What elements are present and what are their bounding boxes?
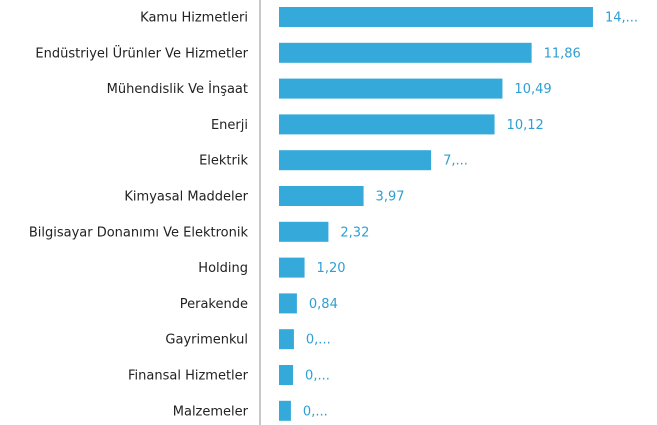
bar xyxy=(279,78,503,99)
bar xyxy=(279,42,532,63)
value-label: 10,49 xyxy=(514,82,551,97)
bar xyxy=(279,400,291,421)
bar xyxy=(279,221,329,242)
bar xyxy=(279,257,305,278)
category-label: Perakende xyxy=(180,297,248,312)
bar xyxy=(279,186,364,206)
bar xyxy=(279,114,495,135)
value-label: 0,... xyxy=(303,404,328,419)
category-label: Gayrimenkul xyxy=(165,333,248,348)
category-label: Mühendislik Ve İnşaat xyxy=(107,81,248,97)
bar xyxy=(279,329,294,350)
bar xyxy=(279,150,432,171)
value-label: 7,... xyxy=(443,154,468,169)
value-label: 0,... xyxy=(306,333,331,348)
category-label: Malzemeler xyxy=(173,404,249,419)
value-label: 0,84 xyxy=(309,297,338,312)
category-label: Bilgisayar Donanımı Ve Elektronik xyxy=(29,225,249,240)
value-label: 0,... xyxy=(305,369,330,384)
category-label: Kamu Hizmetleri xyxy=(140,11,248,26)
bar xyxy=(279,293,297,314)
value-label: 3,97 xyxy=(376,190,405,205)
category-label: Finansal Hizmetler xyxy=(128,369,249,384)
bar xyxy=(279,365,294,385)
value-label: 2,32 xyxy=(340,225,369,240)
category-label: Enerji xyxy=(211,118,248,133)
value-label: 1,20 xyxy=(317,261,346,276)
category-label: Holding xyxy=(198,261,248,276)
value-label: 10,12 xyxy=(507,118,544,133)
bar xyxy=(279,7,593,27)
value-label: 14,... xyxy=(605,11,638,26)
category-label: Elektrik xyxy=(199,154,248,169)
value-label: 11,86 xyxy=(544,46,581,61)
category-label: Kimyasal Maddeler xyxy=(124,190,248,205)
category-label: Endüstriyel Ürünler Ve Hizmetler xyxy=(35,44,248,61)
